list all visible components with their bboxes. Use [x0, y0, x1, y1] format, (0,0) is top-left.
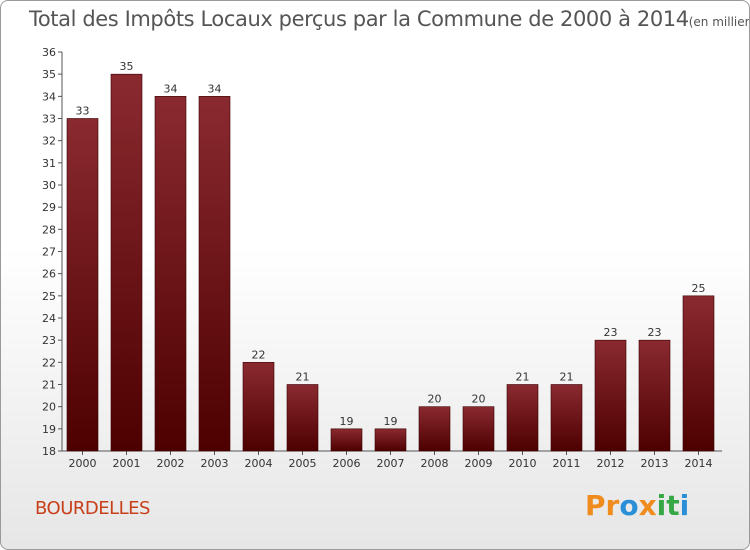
y-tick-label: 26 [42, 268, 56, 281]
bar [550, 384, 583, 452]
bar-value-label: 33 [76, 105, 90, 118]
y-tick-label: 35 [42, 68, 56, 81]
x-tick-label: 2009 [465, 457, 493, 470]
bar [462, 406, 495, 452]
bar [198, 96, 231, 452]
y-tick-label: 30 [42, 179, 56, 192]
bar [594, 339, 627, 452]
x-tick-label: 2004 [245, 457, 273, 470]
x-tick-label: 2012 [597, 457, 625, 470]
bar-value-label: 22 [252, 348, 266, 361]
logo-part-5: t [666, 489, 680, 522]
bar-value-label: 34 [208, 82, 222, 95]
bar-value-label: 21 [296, 371, 310, 384]
bar [242, 362, 275, 452]
commune-name: BOURDELLES [35, 498, 150, 519]
bar-value-label: 25 [692, 282, 706, 295]
chart-title: Total des Impôts Locaux perçus par la Co… [29, 7, 750, 31]
y-tick-label: 18 [42, 445, 56, 458]
logo-part-6: i [679, 489, 690, 522]
y-tick-label: 20 [42, 401, 56, 414]
bar-value-label: 35 [120, 60, 134, 73]
bar-value-label: 20 [472, 393, 486, 406]
bar [506, 384, 539, 452]
y-tick-label: 19 [42, 423, 56, 436]
y-tick-label: 25 [42, 290, 56, 303]
bar-value-label: 23 [604, 326, 618, 339]
bar [638, 339, 671, 452]
y-tick-label: 28 [42, 223, 56, 236]
bar [418, 406, 451, 452]
bar [110, 73, 143, 452]
y-tick-label: 32 [42, 135, 56, 148]
proxiti-logo: Proxiti [585, 489, 689, 522]
bar-value-label: 21 [516, 371, 530, 384]
chart-unit-note: (en milliers d'€) [688, 15, 750, 29]
bar [330, 428, 363, 452]
x-tick-label: 2008 [421, 457, 449, 470]
bar-value-label: 34 [164, 82, 178, 95]
x-tick-label: 2010 [509, 457, 537, 470]
bar-value-label: 21 [560, 371, 574, 384]
y-tick-label: 29 [42, 201, 56, 214]
x-tick-label: 2006 [333, 457, 361, 470]
y-tick-label: 33 [42, 113, 56, 126]
logo-part-1: Pr [585, 489, 620, 522]
bar [682, 295, 715, 452]
bar [66, 118, 99, 452]
bar [374, 428, 407, 452]
logo-part-4: i [656, 489, 667, 522]
x-tick-label: 2007 [377, 457, 405, 470]
logo-part-3: x [638, 489, 657, 522]
bar-value-label: 20 [428, 393, 442, 406]
x-tick-label: 2000 [69, 457, 97, 470]
bar-value-label: 23 [648, 326, 662, 339]
x-tick-label: 2003 [201, 457, 229, 470]
bar-value-label: 19 [340, 415, 354, 428]
y-tick-label: 31 [42, 157, 56, 170]
y-tick-label: 23 [42, 334, 56, 347]
bar [286, 384, 319, 452]
x-tick-label: 2013 [641, 457, 669, 470]
y-tick-label: 24 [42, 312, 56, 325]
y-tick-label: 27 [42, 246, 56, 259]
x-tick-label: 2002 [157, 457, 185, 470]
bar [154, 96, 187, 452]
chart-title-text: Total des Impôts Locaux perçus par la Co… [29, 7, 689, 31]
bar-value-label: 19 [384, 415, 398, 428]
x-tick-label: 2001 [113, 457, 141, 470]
logo-part-2: o [619, 489, 639, 522]
y-tick-label: 21 [42, 379, 56, 392]
x-tick-label: 2014 [685, 457, 713, 470]
y-tick-label: 36 [42, 46, 56, 59]
x-tick-label: 2005 [289, 457, 317, 470]
y-tick-label: 22 [42, 356, 56, 369]
y-tick-label: 34 [42, 90, 56, 103]
x-tick-label: 2011 [553, 457, 581, 470]
